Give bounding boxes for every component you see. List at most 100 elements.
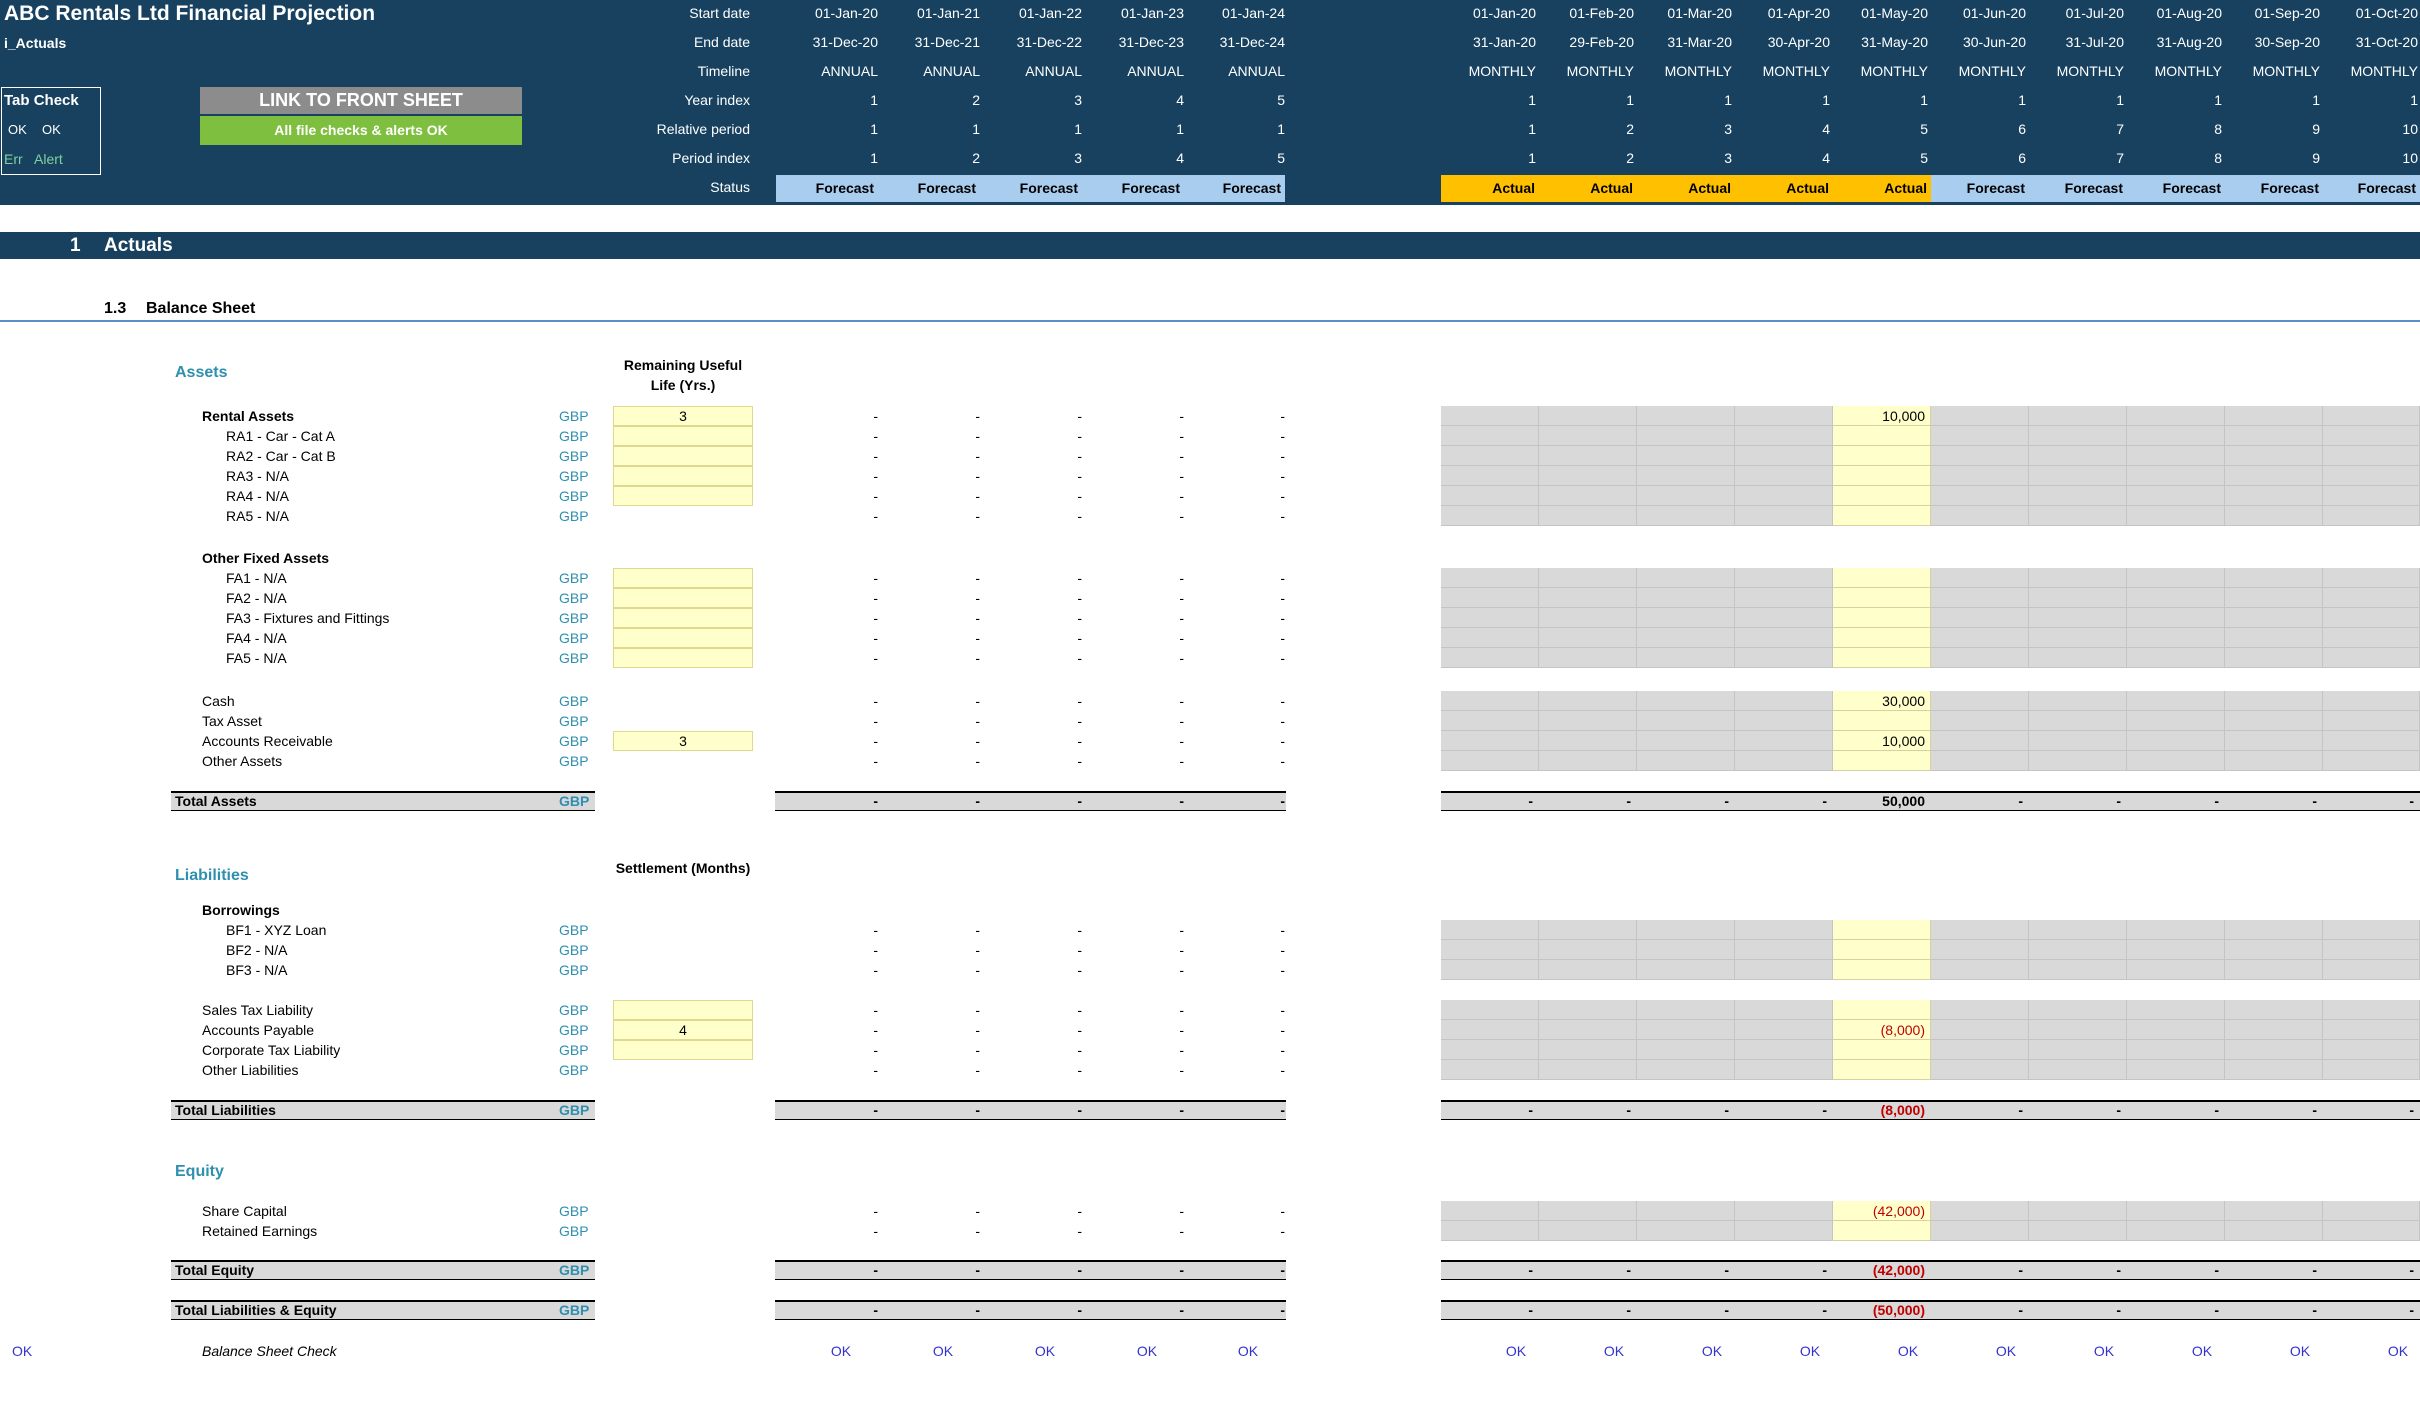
total-monthly-value: - bbox=[1528, 1262, 1533, 1278]
actual-input-cell[interactable] bbox=[1833, 1201, 1931, 1221]
annual-value: - bbox=[1077, 1042, 1082, 1058]
annual-value: - bbox=[1179, 448, 1184, 464]
annual-start-cell: 01-Jan-23 bbox=[1120, 5, 1184, 21]
monthly-value-cell bbox=[2225, 960, 2323, 980]
monthly-timeline-cell: MONTHLY bbox=[1566, 63, 1634, 79]
file-checks-status-button[interactable]: All file checks & alerts OK bbox=[200, 116, 522, 145]
units-label: GBP bbox=[559, 448, 589, 464]
monthly-value-cell bbox=[2029, 960, 2127, 980]
annual-value: - bbox=[1077, 590, 1082, 606]
actual-input-cell[interactable] bbox=[1833, 751, 1931, 771]
fixed-asset-life-input[interactable] bbox=[613, 608, 753, 628]
annual-value: - bbox=[1179, 693, 1184, 709]
fixed-asset-life-input[interactable] bbox=[613, 628, 753, 648]
actual-input-cell[interactable] bbox=[1833, 426, 1931, 446]
annual-value: - bbox=[873, 408, 878, 424]
fixed-asset-life-input[interactable] bbox=[613, 568, 753, 588]
actual-input-cell[interactable] bbox=[1833, 588, 1931, 608]
monthly-value-cell bbox=[1539, 711, 1637, 731]
actual-input-cell[interactable] bbox=[1833, 1060, 1931, 1080]
monthly-value-cell bbox=[1931, 506, 2029, 526]
monthly-value-cell bbox=[1539, 588, 1637, 608]
units-label: GBP bbox=[559, 590, 589, 606]
monthly-period_index-cell: 3 bbox=[1724, 150, 1732, 166]
actual-input-cell[interactable] bbox=[1833, 1020, 1931, 1040]
annual-start-cell: 01-Jan-24 bbox=[1221, 5, 1285, 21]
rental-asset-item: RA4 - N/A bbox=[226, 488, 290, 504]
annual-value: - bbox=[975, 428, 980, 444]
total-monthly-value: - bbox=[1626, 1302, 1631, 1318]
annual-check-value: OK bbox=[1136, 1343, 1158, 1359]
monthly-value-cell bbox=[1931, 940, 2029, 960]
rental-asset-life-input[interactable] bbox=[613, 426, 753, 446]
annual-value: - bbox=[1179, 1302, 1184, 1318]
actual-input-cell[interactable] bbox=[1833, 568, 1931, 588]
payable-settlement-input[interactable] bbox=[613, 1020, 753, 1040]
actual-input-cell[interactable] bbox=[1833, 446, 1931, 466]
fixed-asset-item: FA1 - N/A bbox=[226, 570, 287, 586]
monthly-check-value: OK bbox=[1603, 1343, 1625, 1359]
monthly-value-cell bbox=[1735, 711, 1833, 731]
units-label: GBP bbox=[559, 713, 589, 729]
fixed-asset-life-input[interactable] bbox=[613, 648, 753, 668]
fixed-asset-life-input[interactable] bbox=[613, 588, 753, 608]
rental-asset-life-input[interactable] bbox=[613, 486, 753, 506]
actual-input-cell[interactable] bbox=[1833, 1000, 1931, 1020]
actual-input-cell[interactable] bbox=[1833, 960, 1931, 980]
actual-input-cell[interactable] bbox=[1833, 486, 1931, 506]
monthly-value-cell bbox=[1539, 608, 1637, 628]
annual-timeline-cell: ANNUAL bbox=[923, 63, 980, 79]
actual-input-cell[interactable] bbox=[1833, 1040, 1931, 1060]
monthly-value-cell bbox=[2323, 608, 2420, 628]
rental-asset-life-input[interactable] bbox=[613, 446, 753, 466]
actual-input-cell[interactable] bbox=[1833, 406, 1931, 426]
section-title: Actuals bbox=[104, 235, 173, 256]
annual-value: - bbox=[975, 488, 980, 504]
actual-input-cell[interactable] bbox=[1833, 711, 1931, 731]
annual-value: - bbox=[1179, 508, 1184, 524]
sales-tax-settlement-input[interactable] bbox=[613, 1000, 753, 1020]
monthly-value-cell bbox=[1441, 1040, 1539, 1060]
total-monthly-value: - bbox=[2312, 1102, 2317, 1118]
annual-value: - bbox=[1077, 488, 1082, 504]
receivable-life-input[interactable] bbox=[613, 731, 753, 751]
actual-input-cell[interactable] bbox=[1833, 466, 1931, 486]
monthly-period_index-cell: 7 bbox=[2116, 150, 2124, 166]
monthly-end-cell: 31-Aug-20 bbox=[2156, 34, 2222, 50]
monthly-year_index-cell: 1 bbox=[2018, 92, 2026, 108]
units-label: GBP bbox=[559, 793, 590, 809]
link-to-front-sheet-button[interactable]: LINK TO FRONT SHEET bbox=[200, 87, 522, 114]
annual-value: - bbox=[873, 1262, 878, 1278]
monthly-value-cell bbox=[1931, 628, 2029, 648]
annual-status-cell: Forecast bbox=[1082, 175, 1184, 202]
monthly-value-cell bbox=[2225, 426, 2323, 446]
monthly-status-cell: Forecast bbox=[2323, 175, 2420, 202]
monthly-start-cell: 01-May-20 bbox=[1861, 5, 1928, 21]
actual-input-cell[interactable] bbox=[1833, 648, 1931, 668]
total-monthly-value: - bbox=[2214, 1102, 2219, 1118]
annual-year_index-cell: 5 bbox=[1277, 92, 1285, 108]
monthly-check-value: OK bbox=[1799, 1343, 1821, 1359]
monthly-value-cell bbox=[2225, 920, 2323, 940]
annual-value: - bbox=[1077, 428, 1082, 444]
monthly-start-cell: 01-Oct-20 bbox=[2355, 5, 2418, 21]
actual-input-cell[interactable] bbox=[1833, 506, 1931, 526]
rental-asset-life-input[interactable] bbox=[613, 466, 753, 486]
actual-input-cell[interactable] bbox=[1833, 731, 1931, 751]
actual-input-cell[interactable] bbox=[1833, 920, 1931, 940]
actual-input-cell[interactable] bbox=[1833, 608, 1931, 628]
rental-assets-life-input[interactable] bbox=[613, 406, 753, 426]
monthly-value-cell bbox=[2029, 446, 2127, 466]
monthly-value-cell bbox=[1735, 940, 1833, 960]
actual-input-cell[interactable] bbox=[1833, 1221, 1931, 1241]
annual-value: - bbox=[873, 1102, 878, 1118]
actual-input-cell[interactable] bbox=[1833, 940, 1931, 960]
actual-input-cell[interactable] bbox=[1833, 691, 1931, 711]
annual-value: - bbox=[975, 508, 980, 524]
annual-value: - bbox=[1280, 1223, 1285, 1239]
annual-value: - bbox=[975, 1302, 980, 1318]
monthly-period_index-cell: 10 bbox=[2402, 150, 2418, 166]
corp-tax-settlement-input[interactable] bbox=[613, 1040, 753, 1060]
actual-input-cell[interactable] bbox=[1833, 628, 1931, 648]
monthly-status-cell: Forecast bbox=[2127, 175, 2225, 202]
